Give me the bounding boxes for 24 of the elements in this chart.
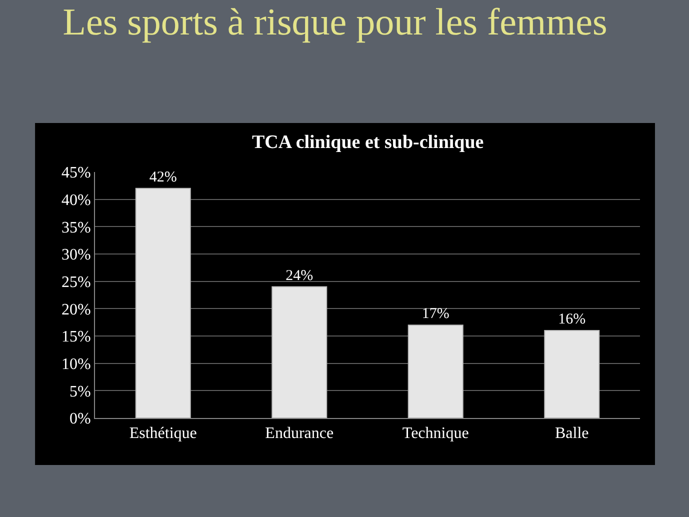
x-tick-label: Esthétique: [129, 425, 197, 442]
y-tick-label: 35%: [61, 219, 91, 236]
y-tick-label: 40%: [61, 192, 91, 209]
chart-title: Les sports à risque pour les femmes: [62, 1, 608, 44]
y-tick-label: 15%: [61, 328, 91, 346]
data-label: 42%: [149, 169, 177, 186]
y-tick-label: 45%: [61, 164, 91, 182]
x-tick-label: Balle: [554, 425, 589, 442]
y-tick-label: 0%: [69, 410, 91, 428]
y-tick-label: 20%: [61, 301, 91, 318]
bar: [408, 324, 464, 418]
data-label: 16%: [558, 312, 586, 328]
y-tick-label: 25%: [61, 274, 91, 291]
bar: [135, 188, 191, 418]
bar: [272, 286, 328, 418]
data-label: 17%: [422, 306, 450, 322]
x-tick-label: Technique: [402, 425, 469, 442]
chart-subtitle: TCA clinique et sub-clinique: [252, 132, 484, 153]
y-tick-label: 10%: [61, 356, 91, 373]
bar: [544, 330, 600, 418]
data-label: 24%: [286, 268, 314, 284]
y-tick-label: 5%: [69, 383, 91, 400]
x-tick-label: Endurance: [265, 425, 334, 442]
y-tick-label: 30%: [61, 246, 91, 264]
